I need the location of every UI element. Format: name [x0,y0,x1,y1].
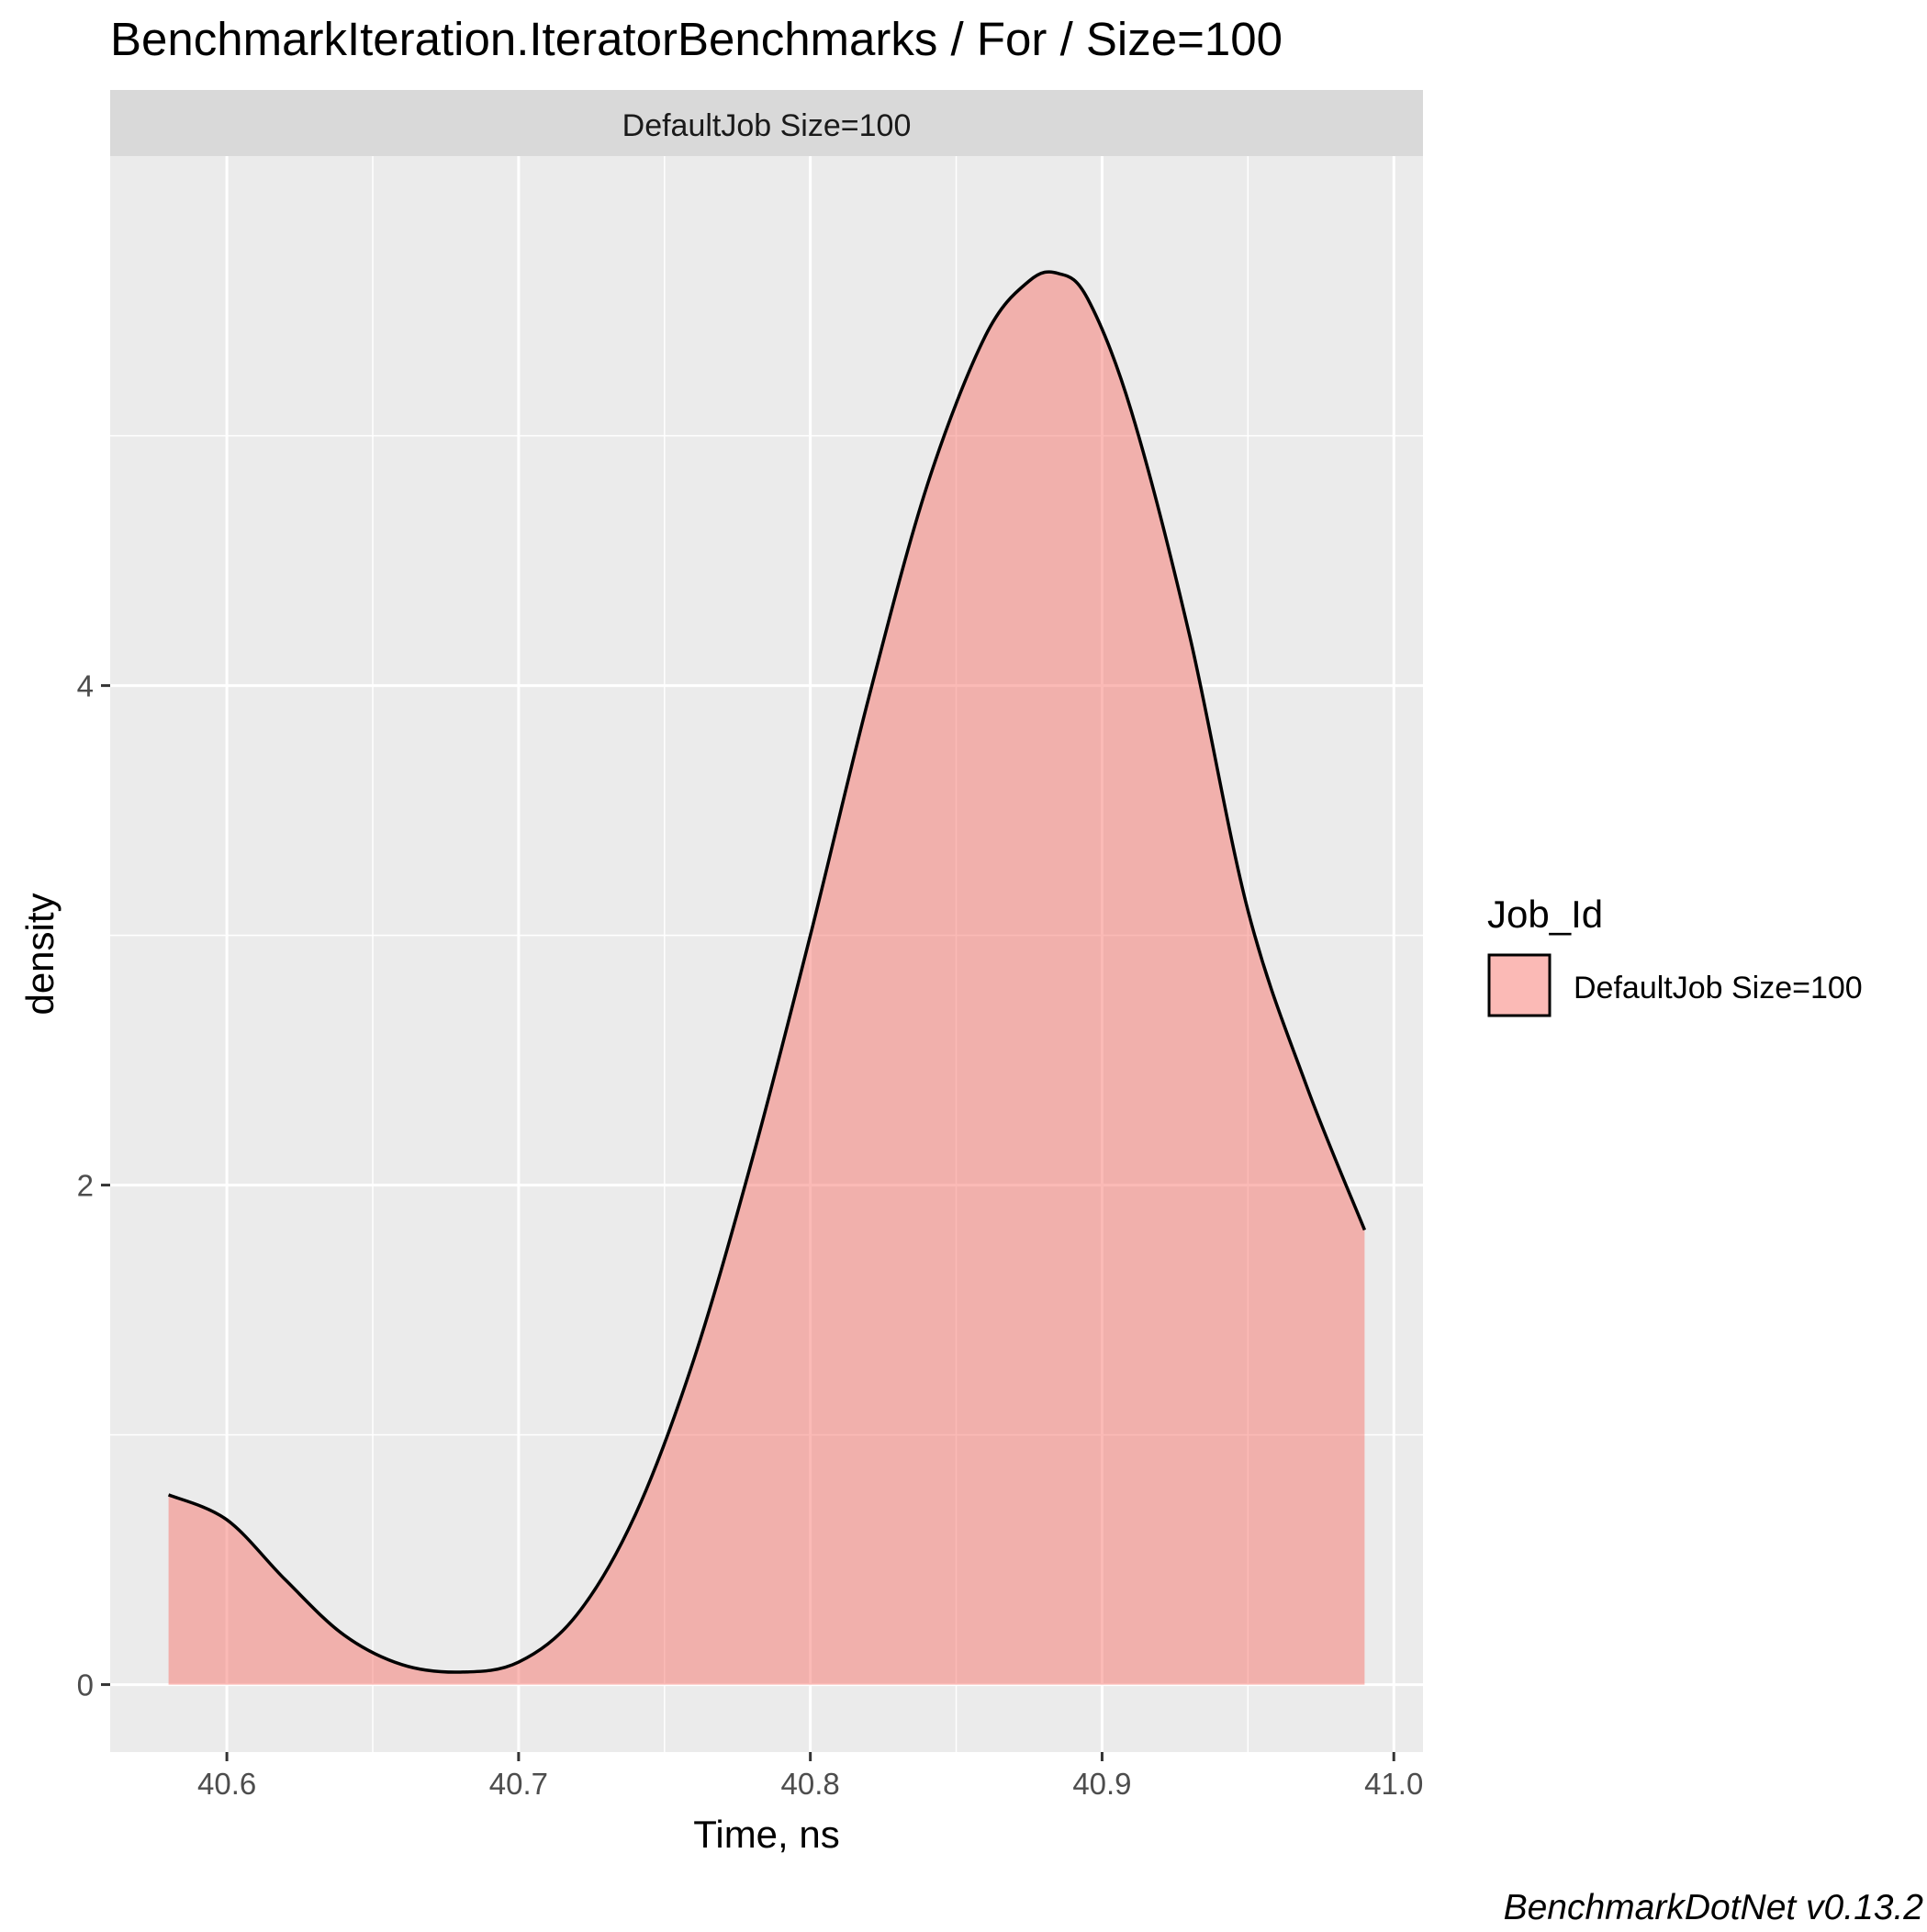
chart-title: BenchmarkIteration.IteratorBenchmarks / … [110,13,1283,65]
x-axis: 40.6 40.7 40.8 40.9 41.0 [197,1752,1423,1801]
density-area [168,272,1365,1685]
x-axis-title: Time, ns [693,1813,839,1856]
x-tick-label: 40.7 [489,1767,548,1801]
y-axis: 0 2 4 [77,669,110,1702]
facet-strip [110,90,1423,156]
y-tick-label: 0 [77,1668,94,1702]
legend-key [1487,953,1552,1017]
x-tick-label: 40.6 [197,1767,256,1801]
density-line [167,270,1367,1674]
caption: BenchmarkDotNet v0.13.2 [1504,1888,1924,1927]
x-tick-label: 41.0 [1364,1767,1423,1801]
y-tick-label: 2 [77,1169,94,1203]
legend-label: DefaultJob Size=100 [1574,971,1863,1005]
x-tick-label: 40.8 [781,1767,840,1801]
y-axis-title: density [18,893,62,1015]
y-tick-label: 4 [77,669,94,703]
facet-strip-label: DefaultJob Size=100 [622,108,912,143]
series-layer [167,270,1367,1685]
legend-title: Job_Id [1487,893,1603,936]
x-tick-label: 40.9 [1072,1767,1131,1801]
